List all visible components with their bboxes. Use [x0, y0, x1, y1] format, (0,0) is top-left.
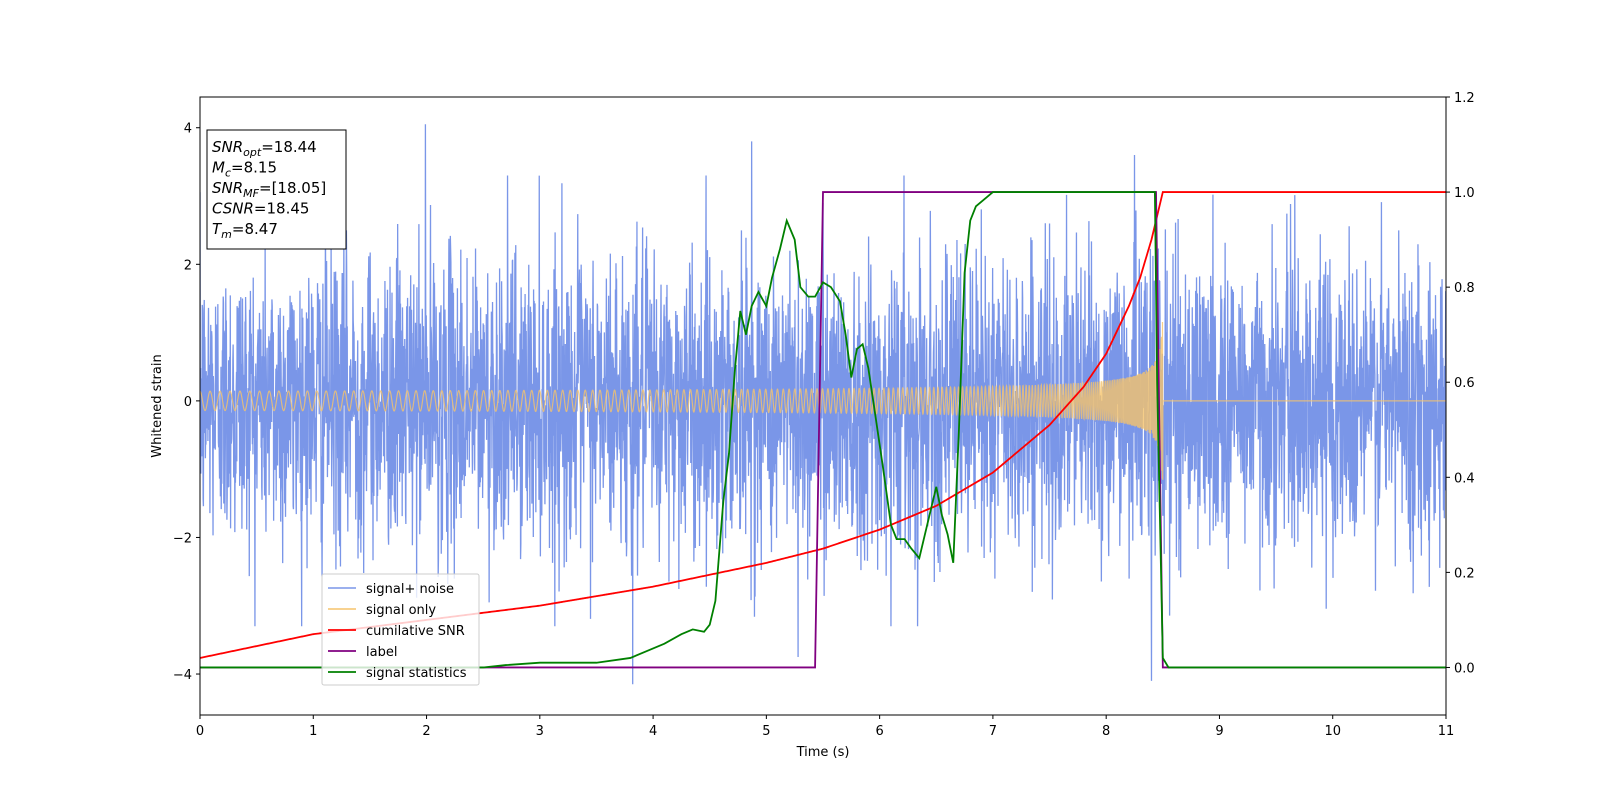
x-axis-label: Time (s) [796, 745, 850, 760]
legend-label: label [366, 645, 397, 660]
x-tick-label: 5 [762, 724, 770, 739]
x-tick-label: 3 [536, 724, 544, 739]
x-tick-label: 2 [422, 724, 430, 739]
legend-label: cumilative SNR [366, 624, 465, 639]
x-tick-label: 4 [649, 724, 657, 739]
legend-label: signal only [366, 603, 436, 618]
y-tick-label: 2 [184, 258, 192, 273]
annotation-line: Tm=8.47 [212, 220, 278, 241]
series-signal-only [200, 321, 1446, 480]
x-tick-label: 6 [875, 724, 883, 739]
x-tick-label: 0 [196, 724, 204, 739]
annotation-line: CSNR=18.45 [212, 200, 309, 218]
legend: signal+ noise signal only cumilative SNR la… [321, 573, 480, 686]
y2-tick-label: 0.0 [1454, 661, 1475, 676]
x-tick-label: 9 [1215, 724, 1223, 739]
y2-tick-label: 0.2 [1454, 566, 1475, 581]
legend-label: signal statistics [366, 666, 467, 681]
y2-tick-label: 1.2 [1454, 91, 1475, 106]
series-signal-statistics [200, 191, 1446, 669]
x-tick-label: 11 [1438, 724, 1455, 739]
y-tick-label: −4 [173, 668, 192, 683]
y-tick-label: 0 [184, 395, 192, 410]
y2-tick-label: 0.8 [1454, 281, 1475, 296]
x-tick-label: 10 [1324, 724, 1341, 739]
annotation-line: Mc=8.15 [212, 159, 277, 180]
axes: 0 1 2 3 4 5 6 7 8 9 10 11 −4 −2 0 2 4 0.0 0.2 0.4 0.6 0.8 1.0 1… [173, 91, 1475, 739]
y2-tick-label: 0.6 [1454, 376, 1475, 391]
x-tick-label: 7 [989, 724, 997, 739]
y2-tick-label: 1.0 [1454, 186, 1475, 201]
x-tick-label: 1 [309, 724, 317, 739]
annotation-frame [206, 129, 347, 250]
annotation-line: SNRopt=18.44 [212, 138, 317, 159]
y-axis-label: Whitened strain [150, 354, 165, 457]
legend-frame [321, 573, 480, 686]
annotation-line: SNRMF=[18.05] [212, 179, 326, 200]
plot-frame [199, 96, 1447, 716]
y2-tick-label: 0.4 [1454, 471, 1475, 486]
legend-label: signal+ noise [366, 582, 454, 597]
y-tick-label: −2 [173, 531, 192, 546]
annotation-box: SNRopt=18.44Mc=8.15SNRMF=[18.05]CSNR=18.… [206, 129, 347, 250]
x-tick-label: 8 [1102, 724, 1110, 739]
y-tick-label: 4 [184, 122, 192, 137]
